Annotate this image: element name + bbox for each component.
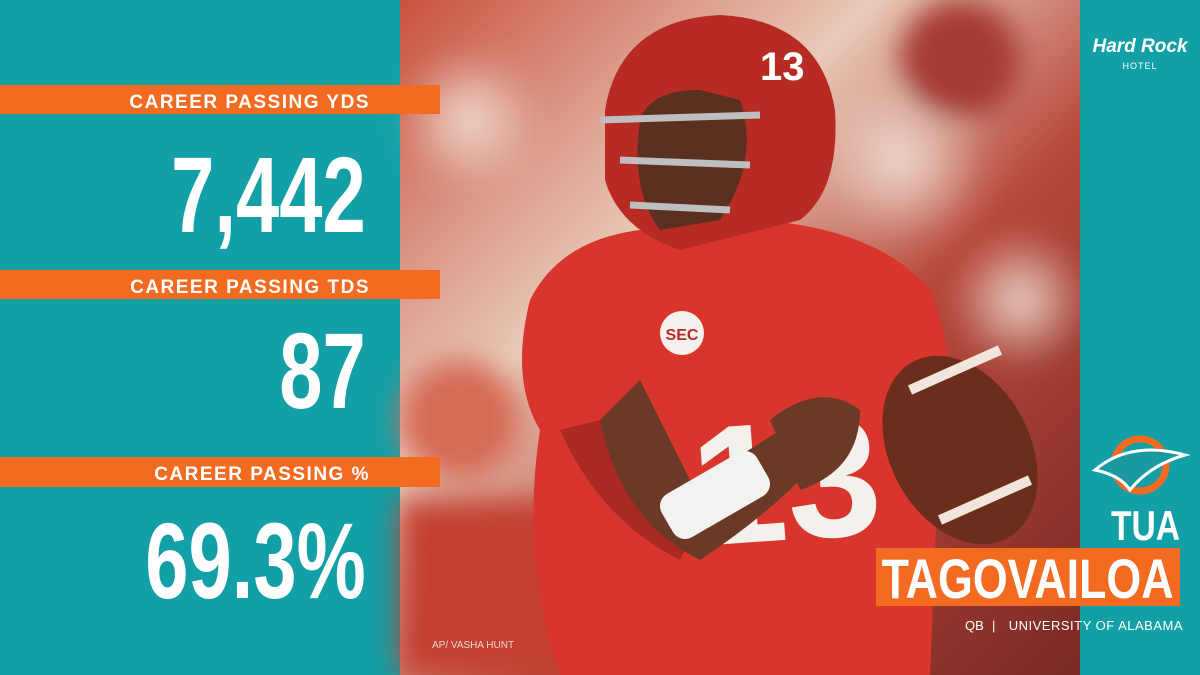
first-name: TUA	[1111, 504, 1180, 550]
last-name: TAGOVAILOA	[882, 547, 1174, 610]
separator: |	[992, 618, 995, 633]
label-bar	[0, 270, 440, 299]
label-bar	[0, 85, 440, 114]
svg-text:SEC: SEC	[666, 327, 699, 344]
photo-credit: AP/ VASHA HUNT	[432, 640, 514, 651]
brand-name: Hard Rock	[1092, 36, 1188, 57]
stat-value: 69.3%	[145, 500, 365, 621]
brand-sub: HOTEL	[1122, 61, 1157, 71]
position: QB	[965, 618, 984, 633]
stat-label: CAREER PASSING TDS	[130, 277, 370, 298]
photo: 13 13 SEC	[400, 0, 1090, 675]
stat-value: 87	[279, 310, 365, 431]
team-logo	[1091, 435, 1191, 495]
label-bar	[0, 457, 440, 487]
svg-text:13: 13	[760, 45, 805, 89]
stat-label: CAREER PASSING %	[154, 464, 370, 485]
stat-value: 7,442	[171, 134, 366, 255]
stat-label: CAREER PASSING YDS	[129, 92, 370, 113]
school: UNIVERSITY OF ALABAMA	[1009, 618, 1183, 633]
name-box	[876, 548, 1180, 606]
